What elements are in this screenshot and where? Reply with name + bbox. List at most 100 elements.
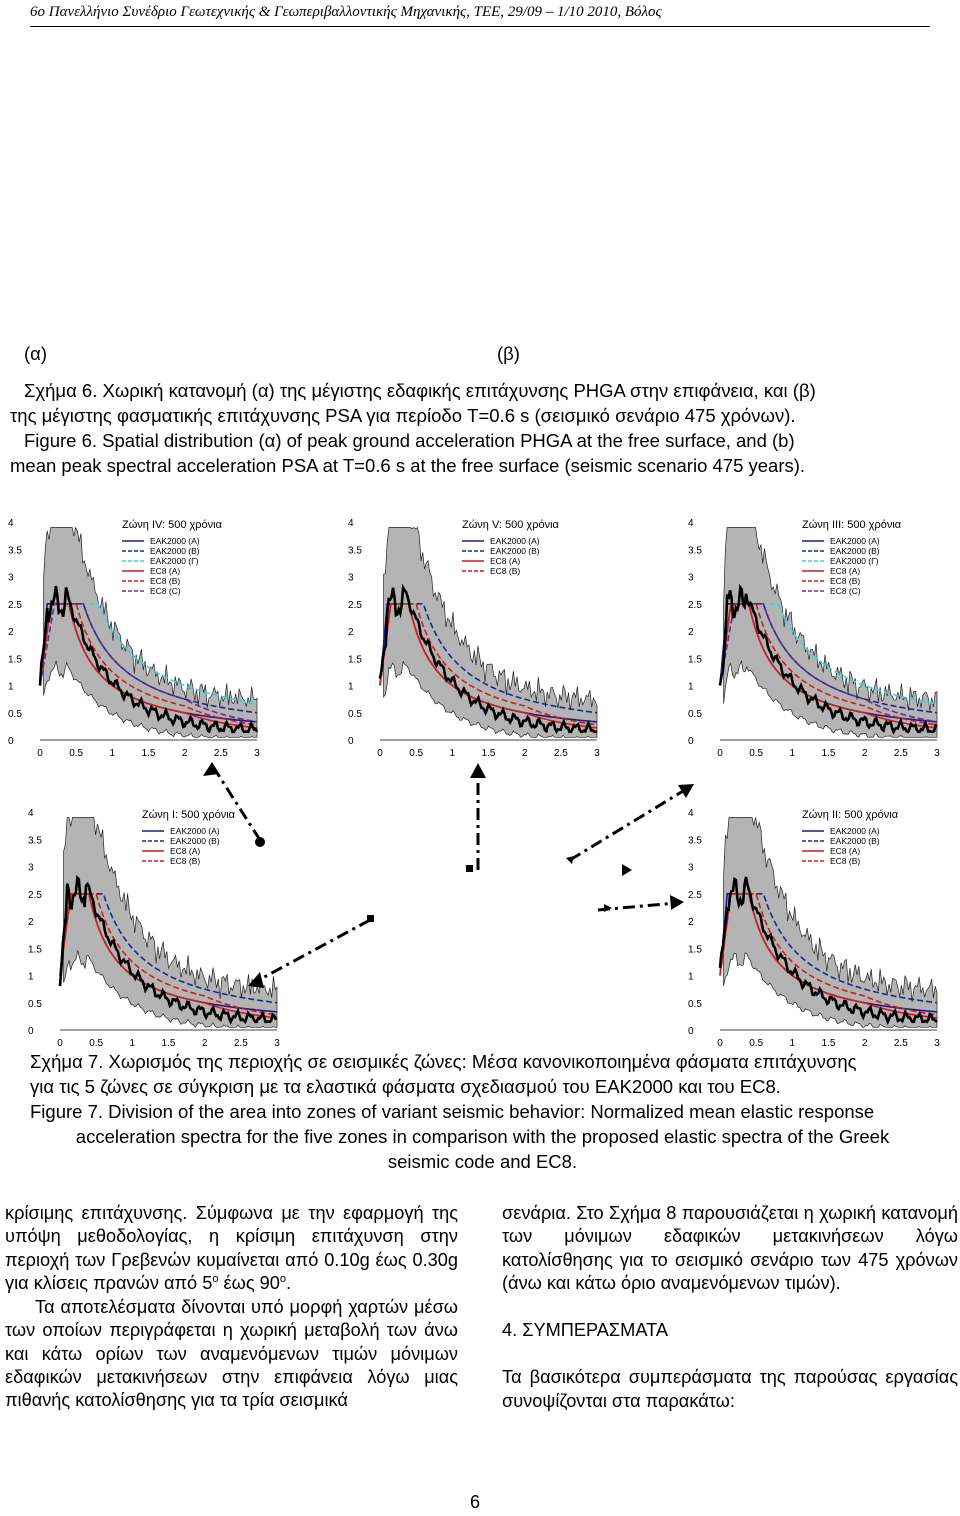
fig7-caption-gr-2: για τις 5 ζώνες σε σύγκριση με τα ελαστι… — [30, 1076, 781, 1097]
legend-entry: EAK2000 (B) — [170, 836, 220, 846]
y-tick-label: 1 — [688, 682, 694, 693]
series-line-1 — [39, 603, 258, 714]
chart-title: Ζώνη II: 500 χρόνια — [802, 809, 899, 821]
spectrum-chart-zone-v: 0 0.5 1 1.5 2 2.5 3 3.5 4 0 0.5 1 1.5 2 2.5 3 Ζώνη V: 50… — [340, 500, 620, 760]
series-line-3 — [59, 893, 278, 1016]
legend-entry: EAK2000 (A) — [830, 826, 880, 836]
y-tick-label: 2 — [688, 627, 694, 638]
zone-arrows — [203, 762, 694, 988]
x-tick-label: 0.5 — [69, 748, 83, 759]
legend-entry: EC8 (C) — [150, 586, 181, 596]
y-tick-label: 4 — [348, 518, 354, 529]
spectrum-chart-zone-i: 0 0.5 1 1.5 2 2.5 3 3.5 4 0 0.5 1 1.5 2 2.5 3 Ζώνη I: 50… — [20, 790, 300, 1050]
y-tick-label: 2.5 — [688, 890, 702, 901]
legend-entry: EAK2000 (B) — [150, 546, 200, 556]
x-tick-label: 1.5 — [482, 748, 496, 759]
arrowhead-iv — [203, 762, 219, 776]
legend-entry: EAK2000 (Γ) — [150, 556, 199, 566]
arrow-zone-i — [254, 918, 371, 984]
y-tick-label: 1 — [28, 972, 34, 983]
x-tick-label: 2.5 — [554, 748, 568, 759]
marker-ii — [604, 904, 612, 912]
legend-entry: EC8 (C) — [830, 586, 861, 596]
marker-v — [466, 865, 473, 872]
y-tick-label: 0 — [28, 1026, 34, 1037]
chart-title: Ζώνη III: 500 χρόνια — [802, 519, 902, 531]
series-line-4 — [719, 603, 938, 726]
y-tick-label: 2.5 — [28, 890, 42, 901]
legend-entry: EC8 (A) — [490, 556, 520, 566]
y-tick-label: 2 — [28, 917, 34, 928]
fig6-caption-gr-1: Σχήμα 6. Χωρική κατανομή (α) της μέγιστη… — [24, 380, 816, 401]
fig6-label-b: (β) — [497, 343, 520, 364]
legend-entry: EC8 (B) — [830, 856, 860, 866]
chart-svg: 0 0.5 1 1.5 2 2.5 3 3.5 4 0 0.5 1 1.5 2 2.5 3 Ζώνη III: … — [688, 518, 940, 759]
legend-entry: EAK2000 (A) — [490, 536, 540, 546]
series-line-4 — [39, 603, 258, 726]
fig7-caption-en-2: acceleration spectra for the five zones … — [75, 1126, 890, 1147]
series-line-1 — [59, 893, 278, 1004]
x-tick-label: 2 — [862, 748, 868, 759]
y-tick-label: 0 — [688, 1026, 694, 1037]
y-tick-label: 2.5 — [8, 600, 22, 611]
x-tick-label: 1 — [130, 1038, 136, 1049]
legend-entry: EAK2000 (B) — [830, 836, 880, 846]
body-left-paragraph-1: κρίσιμης επιτάχυνσης. Σύμφωνα με την εφα… — [5, 1203, 458, 1293]
y-tick-label: 4 — [28, 808, 34, 819]
x-tick-label: 2 — [862, 1038, 868, 1049]
y-tick-label: 3.5 — [348, 545, 362, 556]
x-tick-label: 0 — [57, 1038, 63, 1049]
legend-entry: EAK2000 (Γ) — [830, 556, 879, 566]
marker-extra — [622, 864, 632, 876]
y-tick-label: 1 — [8, 682, 14, 693]
y-tick-label: 3.5 — [8, 545, 22, 556]
spectrum-chart-zone-ii: 0 0.5 1 1.5 2 2.5 3 3.5 4 0 0.5 1 1.5 2 2.5 3 Ζώνη II: 5… — [680, 790, 960, 1050]
x-tick-label: 1 — [450, 748, 456, 759]
mean-spectrum-line — [718, 583, 938, 735]
series-line-5 — [719, 603, 938, 723]
x-tick-label: 0 — [717, 1038, 723, 1049]
x-tick-label: 3 — [254, 748, 260, 759]
y-tick-label: 0 — [348, 736, 354, 747]
x-tick-label: 1 — [790, 1038, 796, 1049]
y-tick-label: 0.5 — [688, 709, 702, 720]
arrowhead-ii — [670, 895, 684, 910]
y-tick-label: 2.5 — [688, 600, 702, 611]
response-range-band — [723, 527, 938, 738]
x-tick-label: 2.5 — [894, 1038, 908, 1049]
legend-entry: EC8 (A) — [170, 846, 200, 856]
series-line-3 — [379, 603, 598, 726]
chart-svg: 0 0.5 1 1.5 2 2.5 3 3.5 4 0 0.5 1 1.5 2 2.5 3 Ζώνη I: 50… — [28, 808, 280, 1049]
x-tick-label: 2 — [202, 1038, 208, 1049]
series-line-5 — [39, 603, 258, 723]
x-tick-label: 2.5 — [214, 748, 228, 759]
body-left-paragraph-2: Τα αποτελέσματα δίνονται υπό μορφή χαρτώ… — [5, 1297, 458, 1411]
legend-entry: EAK2000 (A) — [170, 826, 220, 836]
legend-entry: EC8 (B) — [830, 576, 860, 586]
mean-spectrum-line — [58, 874, 278, 1025]
y-tick-label: 3.5 — [688, 545, 702, 556]
y-tick-label: 1.5 — [688, 654, 702, 665]
marker-iv — [255, 837, 265, 847]
chart-svg: 0 0.5 1 1.5 2 2.5 3 3.5 4 0 0.5 1 1.5 2 2.5 3 Ζώνη II: 5… — [688, 808, 940, 1049]
x-tick-label: 1.5 — [822, 1038, 836, 1049]
y-tick-label: 0.5 — [688, 999, 702, 1010]
mean-spectrum-line — [718, 876, 938, 1026]
x-tick-label: 2 — [522, 748, 528, 759]
section-heading-conclusions: 4. ΣΥΜΠΕΡΑΣΜΑΤΑ — [502, 1320, 668, 1341]
series-line-3 — [719, 893, 938, 1016]
y-tick-label: 0.5 — [28, 999, 42, 1010]
fig7-caption-en-1: Figure 7. Division of the area into zone… — [30, 1101, 875, 1122]
x-tick-label: 1.5 — [162, 1038, 176, 1049]
running-header: 6o Πανελλήνιο Συνέδριο Γεωτεχνικής & Γεω… — [30, 0, 930, 27]
series-line-1 — [719, 603, 938, 714]
x-tick-label: 1.5 — [822, 748, 836, 759]
fig6-caption-gr-2: της μέγιστης φασματικής επιτάχυνσης PSA … — [10, 405, 796, 426]
y-tick-label: 3 — [8, 573, 14, 584]
mean-spectrum-line — [38, 585, 259, 734]
legend-entry: EAK2000 (B) — [830, 546, 880, 556]
x-tick-label: 2 — [182, 748, 188, 759]
arrow-zone-iv — [210, 764, 262, 841]
arrowhead-i — [248, 972, 264, 988]
marker-i — [367, 915, 374, 922]
